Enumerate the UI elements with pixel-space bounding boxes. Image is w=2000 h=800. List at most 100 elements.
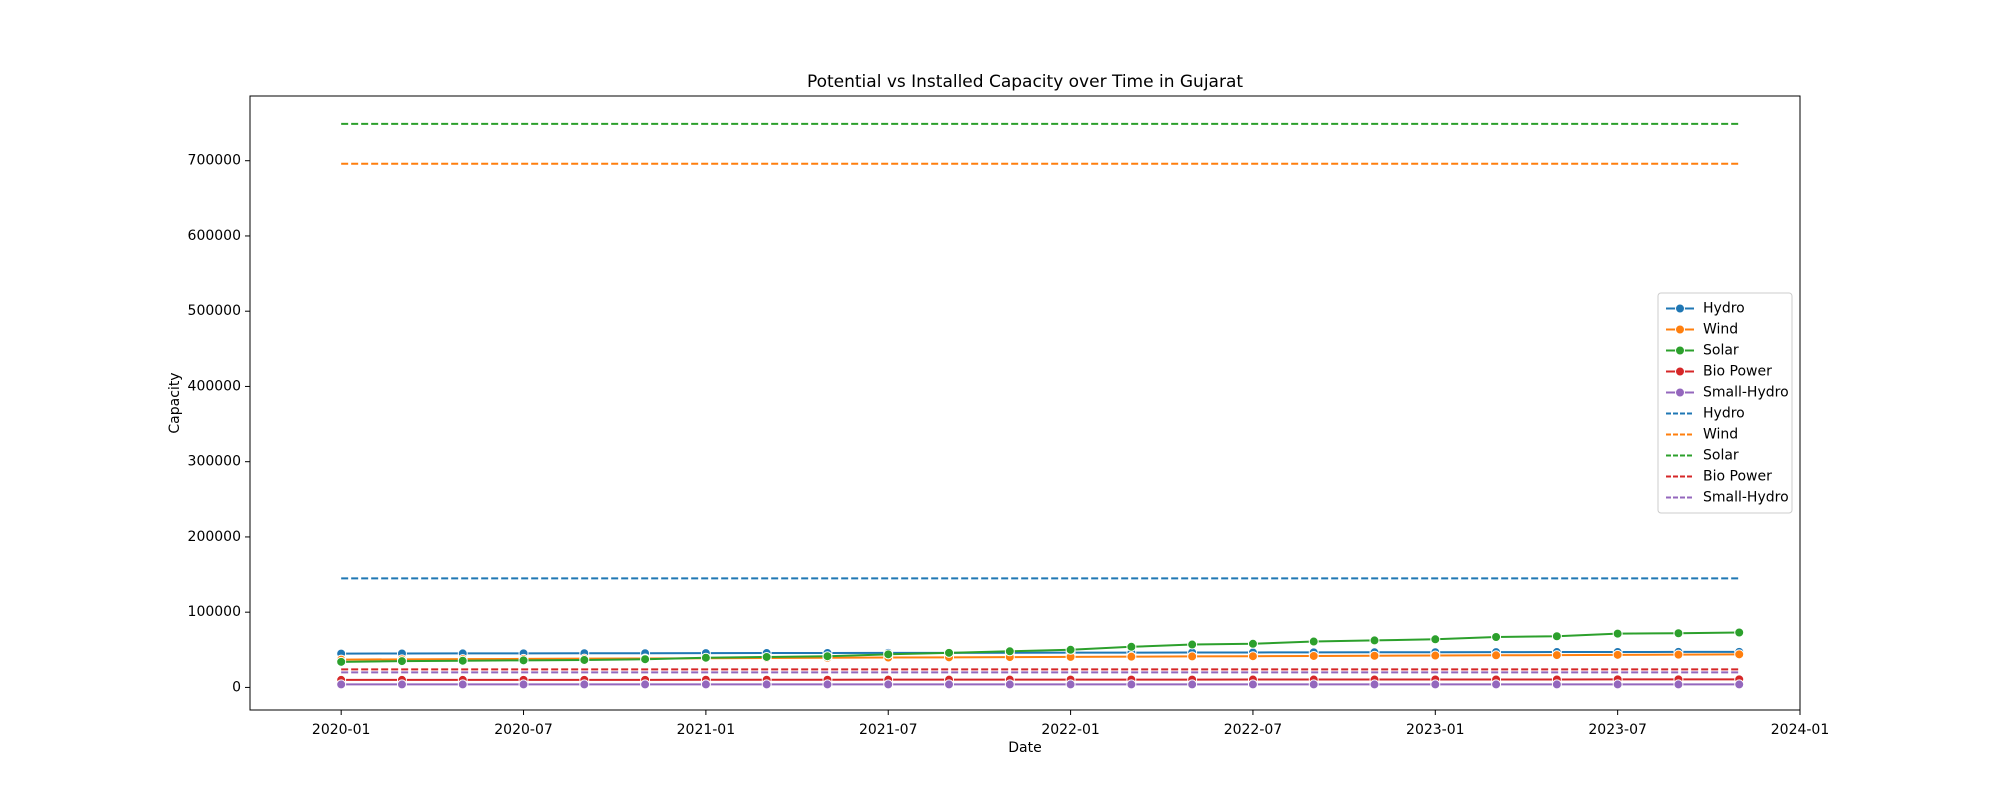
x-tick-label: 2024-01 <box>1771 722 1830 738</box>
data-point <box>1308 636 1319 647</box>
data-point <box>1612 679 1623 690</box>
data-point <box>396 679 407 690</box>
data-point <box>1126 641 1137 652</box>
data-point <box>579 654 590 665</box>
legend-marker <box>1675 345 1685 356</box>
data-point <box>1612 649 1623 660</box>
y-tick-label: 400000 <box>188 378 241 394</box>
data-point <box>1551 679 1562 690</box>
legend-label: Solar <box>1703 448 1739 464</box>
legend-label: Bio Power <box>1703 364 1772 380</box>
x-tick-label: 2022-07 <box>1224 722 1283 738</box>
y-tick-label: 500000 <box>188 303 241 319</box>
data-point <box>1247 638 1258 649</box>
x-axis-label: Date <box>1008 740 1041 756</box>
data-point <box>1430 634 1441 645</box>
series-line <box>341 650 1740 655</box>
data-point <box>1491 679 1502 690</box>
data-point <box>1430 650 1441 661</box>
data-point <box>1126 651 1137 662</box>
legend-label: Bio Power <box>1703 469 1772 485</box>
legend-label: Small-Hydro <box>1703 385 1789 401</box>
data-point <box>1369 650 1380 661</box>
x-tick-label: 2022-01 <box>1041 722 1100 738</box>
data-point <box>396 656 407 667</box>
y-tick-label: 200000 <box>188 529 241 545</box>
y-tick-label: 600000 <box>188 228 241 244</box>
data-point <box>1187 651 1198 662</box>
y-axis-label: Capacity <box>167 372 183 433</box>
data-point <box>1673 628 1684 639</box>
legend-marker <box>1675 387 1685 398</box>
data-point <box>1004 646 1015 657</box>
data-point <box>336 656 347 667</box>
legend-box <box>1657 292 1793 514</box>
y-tick-label: 0 <box>232 679 241 695</box>
data-point <box>883 649 894 660</box>
data-point <box>457 679 468 690</box>
legend-label: Small-Hydro <box>1703 490 1789 506</box>
data-point <box>1734 627 1745 638</box>
legend-label: Wind <box>1703 322 1738 338</box>
data-point <box>822 651 833 662</box>
y-tick-label: 100000 <box>188 604 241 620</box>
series-line <box>341 678 1740 681</box>
data-point <box>1187 679 1198 690</box>
data-point <box>1065 679 1076 690</box>
data-point <box>1612 628 1623 639</box>
legend-marker <box>1675 303 1685 314</box>
data-point <box>1187 639 1198 650</box>
y-tick-label: 700000 <box>188 153 241 169</box>
legend-label: Hydro <box>1703 406 1745 422</box>
data-point <box>640 679 651 690</box>
data-point <box>822 679 833 690</box>
x-tick-label: 2021-01 <box>677 722 736 738</box>
series-line <box>341 631 1740 663</box>
data-point <box>1491 650 1502 661</box>
legend-label: Solar <box>1703 343 1739 359</box>
data-point <box>1247 679 1258 690</box>
legend: Hydro Wind Solar Bio Power Small-Hydro Hydro W… <box>1657 292 1793 514</box>
data-point <box>1430 679 1441 690</box>
data-point <box>1551 650 1562 661</box>
data-point <box>883 679 894 690</box>
data-point <box>1004 679 1015 690</box>
data-point <box>1491 632 1502 643</box>
data-point <box>579 679 590 690</box>
x-tick-label: 2020-07 <box>494 722 553 738</box>
data-point <box>944 679 955 690</box>
data-point <box>1369 679 1380 690</box>
data-point <box>1673 649 1684 660</box>
data-point <box>1734 679 1745 690</box>
x-tick-label: 2023-07 <box>1588 722 1647 738</box>
data-point <box>1126 679 1137 690</box>
chart-title: Potential vs Installed Capacity over Tim… <box>807 72 1243 92</box>
legend-label: Wind <box>1703 427 1738 443</box>
data-point <box>518 679 529 690</box>
data-point <box>1673 679 1684 690</box>
data-point <box>700 652 711 663</box>
data-point <box>518 655 529 666</box>
data-point <box>1551 631 1562 642</box>
data-point <box>761 651 772 662</box>
data-point <box>1065 644 1076 655</box>
data-point <box>1369 635 1380 646</box>
legend-marker <box>1675 366 1685 377</box>
data-point <box>1308 650 1319 661</box>
legend-marker <box>1675 324 1685 335</box>
x-tick-label: 2023-01 <box>1406 722 1465 738</box>
x-tick-label: 2021-07 <box>859 722 918 738</box>
data-point <box>640 654 651 665</box>
data-point <box>1734 649 1745 660</box>
data-point <box>1247 651 1258 662</box>
data-point <box>944 647 955 658</box>
y-tick-label: 300000 <box>188 454 241 470</box>
data-point <box>457 655 468 666</box>
series-line <box>341 653 1740 661</box>
data-point <box>761 679 772 690</box>
data-point <box>1308 679 1319 690</box>
x-tick-label: 2020-01 <box>312 722 371 738</box>
data-point <box>336 679 347 690</box>
legend-label: Hydro <box>1703 301 1745 317</box>
